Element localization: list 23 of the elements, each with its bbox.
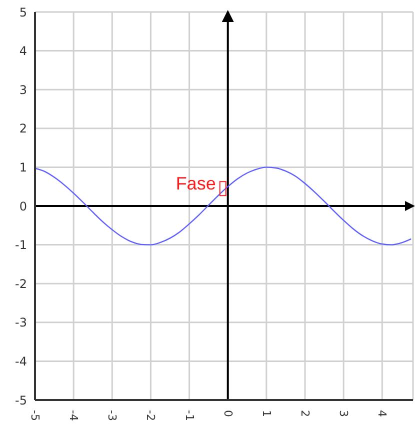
x-tick-label: -1 — [182, 410, 196, 421]
y-tick-label: -5 — [15, 393, 27, 408]
y-tick-label: -4 — [15, 354, 27, 368]
x-tick-label: -2 — [144, 410, 158, 421]
annotation: Fase — [176, 174, 216, 194]
y-tick-label: 3 — [19, 82, 27, 97]
x-tick-label: -5 — [28, 410, 42, 421]
y-tick-label: 1 — [19, 160, 27, 174]
y-tick-label: 5 — [19, 5, 27, 20]
x-tick-label: 0 — [221, 410, 234, 417]
y-tick-label: 0 — [19, 199, 27, 214]
x-tick-label: 2 — [298, 410, 312, 417]
x-tick-label: 1 — [260, 410, 273, 417]
y-tick-label: -3 — [15, 316, 27, 330]
x-tick-label: 4 — [376, 410, 389, 417]
y-tick-label: -1 — [15, 238, 27, 252]
x-tick-label: -3 — [106, 410, 119, 421]
x-tick-label: 3 — [337, 410, 350, 417]
y-tick-label: -2 — [15, 276, 27, 291]
y-tick-label: 2 — [19, 122, 27, 136]
y-tick-label: 4 — [19, 44, 27, 58]
line-series — [35, 166, 412, 246]
x-tick-label: -4 — [67, 410, 80, 421]
